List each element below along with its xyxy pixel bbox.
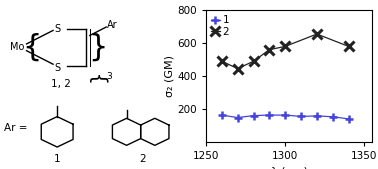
Text: 1: 1 — [54, 154, 60, 164]
Line: 2: 2 — [217, 29, 353, 74]
X-axis label: λ (nm): λ (nm) — [271, 166, 308, 169]
2 — [235, 68, 240, 70]
1 — [283, 114, 288, 116]
Text: }: } — [88, 70, 107, 82]
Text: }: } — [88, 33, 108, 62]
Text: Ar =: Ar = — [4, 123, 28, 134]
2 — [220, 60, 224, 62]
1 — [330, 116, 335, 118]
2 — [314, 33, 319, 35]
2 — [283, 45, 288, 47]
1 — [314, 115, 319, 117]
1 — [299, 115, 303, 117]
1 — [267, 114, 272, 116]
Text: S: S — [54, 63, 60, 73]
2 — [251, 60, 256, 62]
2 — [346, 45, 351, 47]
Legend: 1, 2: 1, 2 — [209, 13, 231, 39]
Text: 2: 2 — [139, 154, 146, 164]
1 — [251, 115, 256, 117]
Text: Mo: Mo — [10, 42, 25, 52]
Text: 3: 3 — [106, 71, 112, 81]
1 — [346, 118, 351, 120]
2 — [267, 49, 272, 51]
Line: 1: 1 — [218, 111, 353, 123]
Text: {: { — [22, 33, 41, 62]
Text: S: S — [54, 24, 60, 34]
Text: 1, 2: 1, 2 — [51, 79, 71, 90]
1 — [235, 117, 240, 119]
1 — [220, 114, 224, 116]
Text: Ar: Ar — [107, 20, 118, 30]
Y-axis label: σ₂ (GM): σ₂ (GM) — [164, 55, 175, 97]
